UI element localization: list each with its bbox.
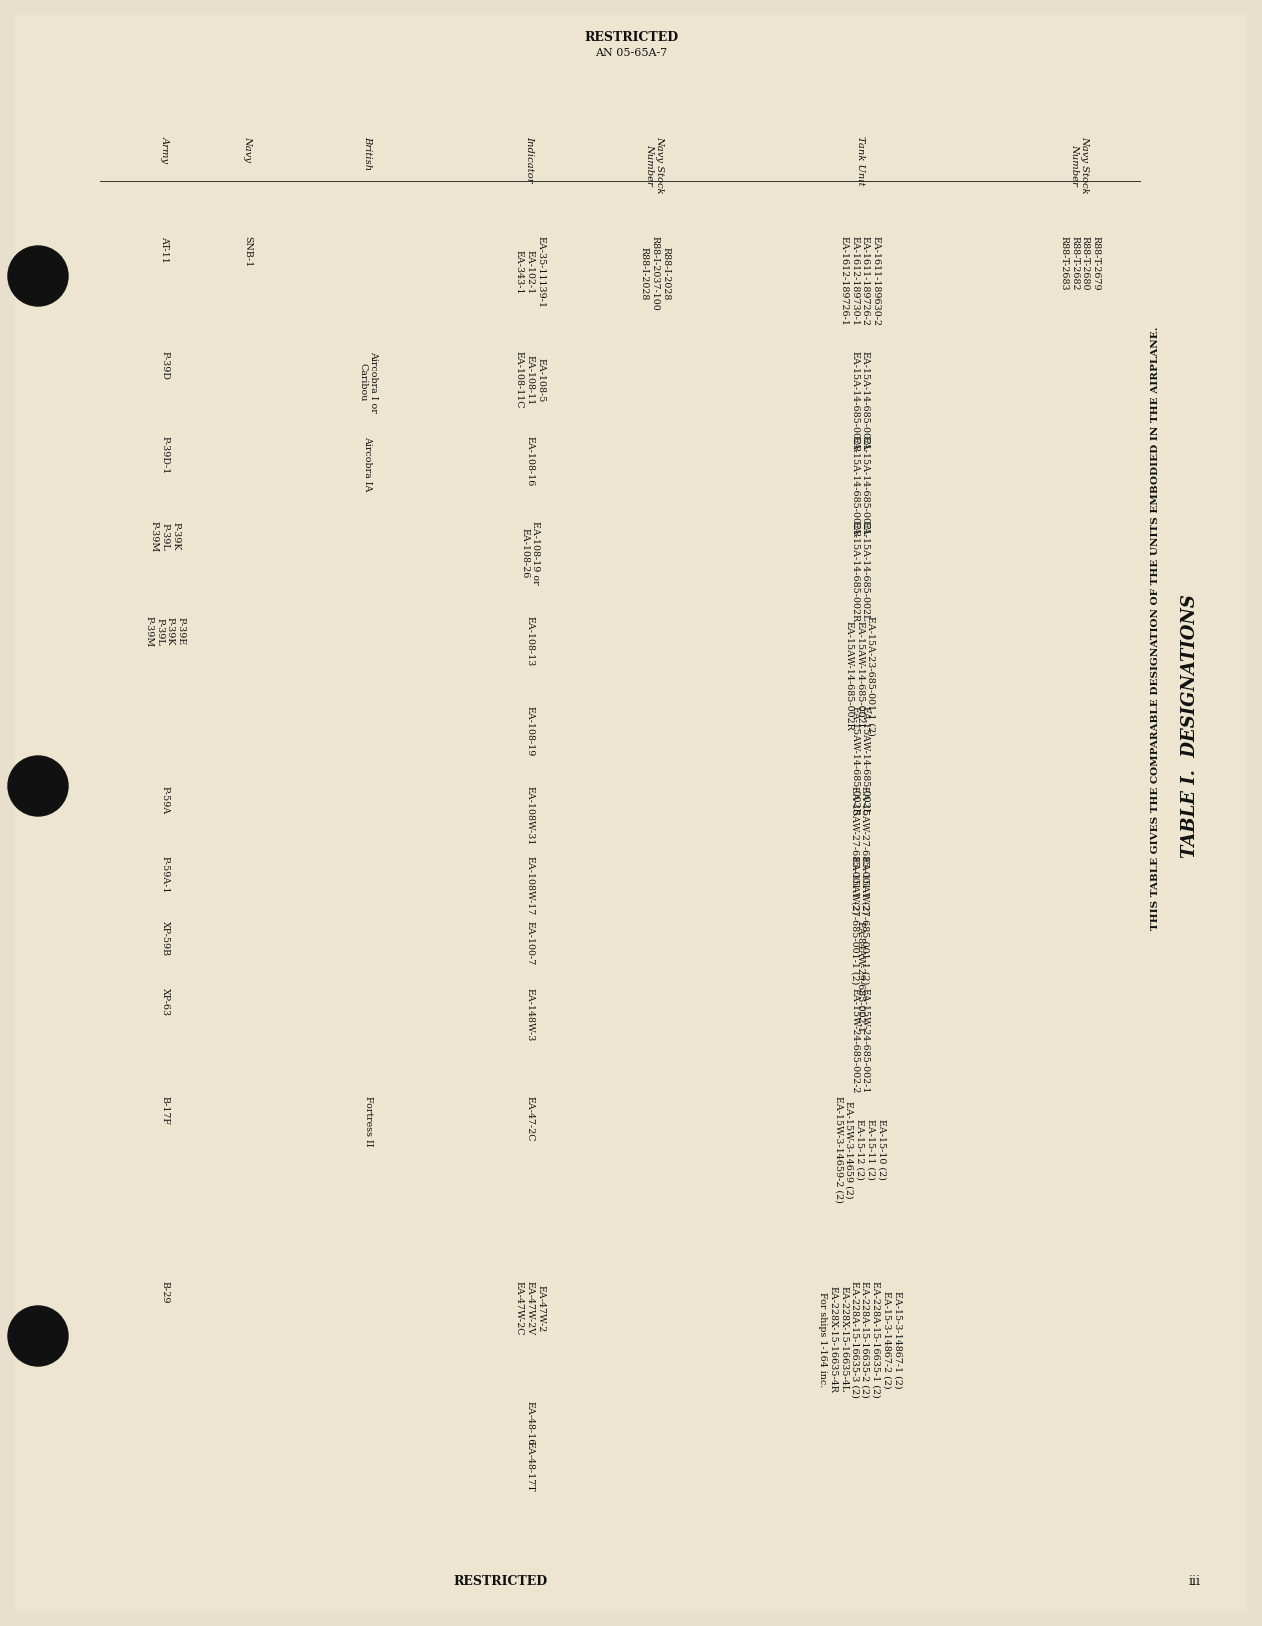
- Text: EA-108-19: EA-108-19: [525, 706, 535, 756]
- Text: EA-108-5
EA-108-11
EA-108-11C: EA-108-5 EA-108-11 EA-108-11C: [515, 351, 545, 408]
- Text: Army: Army: [160, 137, 169, 163]
- Text: EA-15W-24-685-002-1
EA-15W-24-685-002-2: EA-15W-24-685-002-1 EA-15W-24-685-002-2: [851, 989, 870, 1093]
- Text: RESTRICTED: RESTRICTED: [453, 1576, 546, 1589]
- Text: EA-47-2C: EA-47-2C: [525, 1096, 535, 1141]
- Text: B-17F: B-17F: [160, 1096, 169, 1125]
- Text: TABLE I.  DESIGNATIONS: TABLE I. DESIGNATIONS: [1181, 593, 1199, 859]
- Text: iii: iii: [1189, 1576, 1201, 1589]
- Text: AN 05-65A-7: AN 05-65A-7: [594, 49, 668, 59]
- Text: THIS TABLE GIVES THE COMPARABLE DESIGNATION OF THE UNITS EMBODIED IN THE AIRPLAN: THIS TABLE GIVES THE COMPARABLE DESIGNAT…: [1151, 325, 1160, 930]
- Text: EA-1611-189630-2
EA-1611-189726-2
EA-1612-189730-1
EA-1612-189726-1: EA-1611-189630-2 EA-1611-189726-2 EA-161…: [839, 236, 881, 325]
- Text: EA-15AW-27-685-001-1 (2)
EA-15AW-27-685-001-1 (2): EA-15AW-27-685-001-1 (2) EA-15AW-27-685-…: [851, 785, 870, 914]
- Text: EA-48-17T: EA-48-17T: [525, 1441, 535, 1491]
- Text: R88-I-2028
R88-I-2037-100
R88-I-2028: R88-I-2028 R88-I-2037-100 R88-I-2028: [640, 236, 670, 311]
- Text: XP-63: XP-63: [160, 989, 169, 1016]
- Text: EA-148W-3: EA-148W-3: [525, 989, 535, 1041]
- Circle shape: [8, 756, 68, 816]
- Text: P-59A-1: P-59A-1: [160, 855, 169, 894]
- Text: Aircobra IA: Aircobra IA: [363, 436, 372, 491]
- Text: EA-15-10 (2)
EA-15-11 (2)
EA-15-12 (2)
EA-15W-3-14659 (2)
EA-15W-3-14659-2 (2): EA-15-10 (2) EA-15-11 (2) EA-15-12 (2) E…: [834, 1096, 886, 1203]
- Text: R88-T-2679
R88-T-2680
R88-T-2682
R88-T-2683: R88-T-2679 R88-T-2680 R88-T-2682 R88-T-2…: [1059, 236, 1100, 291]
- Text: EA-15A-23-685-001-1 (2)
EA-15AW-14-685-002L
EA-15AW-14-685-002R: EA-15A-23-685-001-1 (2) EA-15AW-14-685-0…: [844, 616, 876, 737]
- Text: EA-15AW-14-685-002L
EA-15AW-14-685-002R: EA-15AW-14-685-002L EA-15AW-14-685-002R: [851, 706, 870, 816]
- Text: EA-35-11139-1
EA-102-1
EA-343-1: EA-35-11139-1 EA-102-1 EA-343-1: [515, 236, 545, 307]
- Text: EA-84AW-29-685-002-1: EA-84AW-29-685-002-1: [856, 920, 864, 1033]
- Text: EA-47W-2
EA-47W-2V
EA-47W-2C: EA-47W-2 EA-47W-2V EA-47W-2C: [515, 1281, 545, 1335]
- Text: EA-15AW-27-685-001-1 (2)
EA-15AW-27-685-001-1 (2): EA-15AW-27-685-001-1 (2) EA-15AW-27-685-…: [851, 855, 870, 984]
- Text: P-39D: P-39D: [160, 351, 169, 380]
- FancyBboxPatch shape: [15, 15, 1247, 1611]
- Text: B-29: B-29: [160, 1281, 169, 1304]
- Text: Tank Unit: Tank Unit: [856, 137, 864, 185]
- Text: EA-15A-14-685-002L
EA-15A-14-685-002R: EA-15A-14-685-002L EA-15A-14-685-002R: [851, 436, 870, 537]
- Text: EA-15A-14-685-002L
EA-15A-14-685-002R: EA-15A-14-685-002L EA-15A-14-685-002R: [851, 520, 870, 623]
- Text: British: British: [363, 137, 372, 171]
- Text: Navy Stock
Number: Navy Stock Number: [645, 137, 665, 193]
- Text: P-39K
P-39L
P-39M: P-39K P-39L P-39M: [150, 520, 180, 553]
- Text: EA-48-16: EA-48-16: [525, 1402, 535, 1446]
- Text: EA-108W-17: EA-108W-17: [525, 855, 535, 915]
- Text: AT-11: AT-11: [160, 236, 169, 263]
- Text: EA-108W-31: EA-108W-31: [525, 785, 535, 846]
- Text: EA-100-7: EA-100-7: [525, 920, 535, 966]
- Text: Aircobra I or
Caribou: Aircobra I or Caribou: [358, 351, 377, 413]
- Text: P-39E
P-39K
P-39L
P-39M: P-39E P-39K P-39L P-39M: [144, 616, 186, 647]
- Text: EA-108-19 or
EA-108-26: EA-108-19 or EA-108-26: [520, 520, 540, 585]
- Circle shape: [8, 246, 68, 306]
- Text: XP-59B: XP-59B: [160, 920, 169, 956]
- Text: EA-108-16: EA-108-16: [525, 436, 535, 486]
- Text: P-59A: P-59A: [160, 785, 169, 815]
- Text: EA-15A-14-685-002L
EA-15A-14-685-002R: EA-15A-14-685-002L EA-15A-14-685-002R: [851, 351, 870, 452]
- Text: Fortress II: Fortress II: [363, 1096, 372, 1146]
- Text: EA-15-3-14867-1 (2)
EA-15-3-14867-2 (2)
EA-228A-15-16635-1 (2)
EA-228A-15-16635-: EA-15-3-14867-1 (2) EA-15-3-14867-2 (2) …: [818, 1281, 902, 1398]
- Text: EA-108-13: EA-108-13: [525, 616, 535, 667]
- Text: Navy: Navy: [244, 137, 252, 163]
- Text: P-39D-1: P-39D-1: [160, 436, 169, 475]
- Text: RESTRICTED: RESTRICTED: [584, 31, 678, 44]
- Circle shape: [8, 1306, 68, 1366]
- Text: Navy Stock
Number: Navy Stock Number: [1070, 137, 1089, 193]
- Text: SNB-1: SNB-1: [244, 236, 252, 267]
- Text: Indicator: Indicator: [525, 137, 535, 182]
